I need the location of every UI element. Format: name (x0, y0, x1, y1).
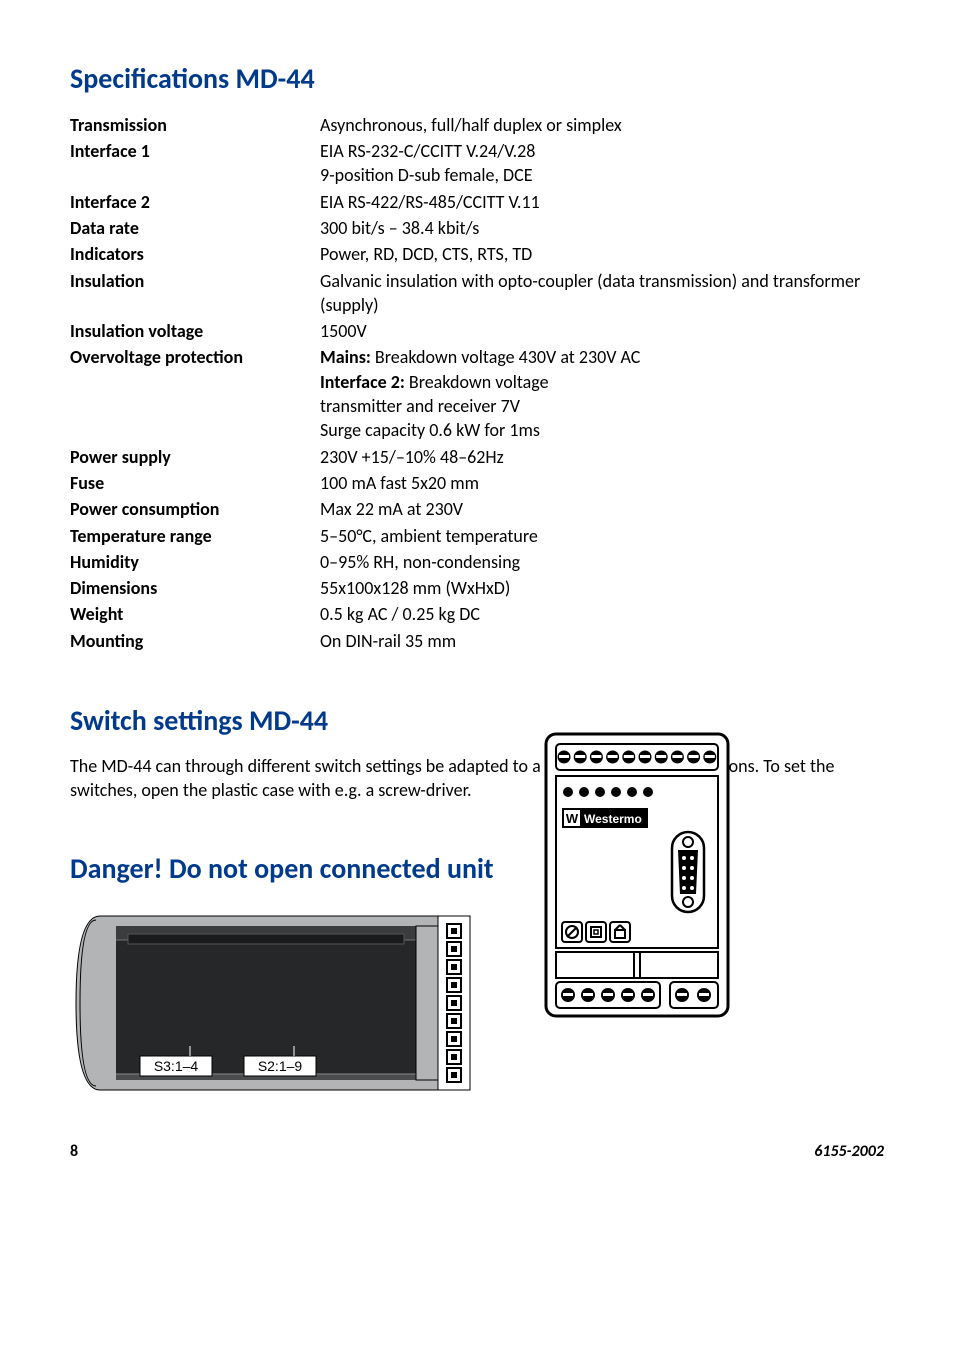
spec-label: Interface 2 (70, 189, 320, 215)
spec-row: MountingOn DIN-rail 35 mm (70, 628, 884, 654)
spec-row: Power supply230V +15/–10% 48–62Hz (70, 444, 884, 470)
spec-value: 0–95% RH, non-condensing (320, 549, 884, 575)
spec-label: Power consumption (70, 496, 320, 522)
spec-row: Weight0.5 kg AC / 0.25 kg DC (70, 601, 884, 627)
spec-label: Humidity (70, 549, 320, 575)
switch-intro-text: The MD-44 can through different switch s… (70, 754, 884, 803)
spec-row: Humidity0–95% RH, non-condensing (70, 549, 884, 575)
spec-value: Asynchronous, full/half duplex or simple… (320, 112, 884, 138)
spec-label: Mounting (70, 628, 320, 654)
spec-label: Overvoltage protection (70, 344, 320, 443)
spec-row: Data rate300 bit/s – 38.4 kbit/s (70, 215, 884, 241)
svg-text:W: W (565, 811, 578, 826)
spec-label: Interface 1 (70, 138, 320, 189)
spec-value: Max 22 mA at 230V (320, 496, 884, 522)
spec-row: Fuse100 mA fast 5x20 mm (70, 470, 884, 496)
spec-row: InsulationGalvanic insulation with opto-… (70, 268, 884, 319)
spec-label: Indicators (70, 241, 320, 267)
spec-row: Insulation voltage1500V (70, 318, 884, 344)
spec-label: Insulation (70, 268, 320, 319)
spec-value: 100 mA fast 5x20 mm (320, 470, 884, 496)
page-footer: 8 6155-2002 (70, 1141, 884, 1163)
spec-row: Overvoltage protectionMains: Breakdown v… (70, 344, 884, 443)
switch-title: Switch settings MD-44 (70, 702, 884, 740)
page-number: 8 (70, 1141, 78, 1163)
spec-table: TransmissionAsynchronous, full/half dupl… (70, 112, 884, 654)
spec-label: Dimensions (70, 575, 320, 601)
spec-value: 55x100x128 mm (WxHxD) (320, 575, 884, 601)
spec-label: Insulation voltage (70, 318, 320, 344)
document-number: 6155-2002 (814, 1141, 884, 1163)
spec-row: Interface 1EIA RS-232-C/CCITT V.24/V.289… (70, 138, 884, 189)
spec-value: Power, RD, DCD, CTS, RTS, TD (320, 241, 884, 267)
spec-label: Power supply (70, 444, 320, 470)
spec-value: 1500V (320, 318, 884, 344)
danger-title: Danger! Do not open connected unit (70, 850, 494, 888)
spec-value: 0.5 kg AC / 0.25 kg DC (320, 601, 884, 627)
dip-switch-diagram: S3:1–4 S2:1–9 (70, 908, 494, 1104)
spec-row: Power consumptionMax 22 mA at 230V (70, 496, 884, 522)
spec-row: Interface 2EIA RS-422/RS-485/CCITT V.11 (70, 189, 884, 215)
spec-row: TransmissionAsynchronous, full/half dupl… (70, 112, 884, 138)
spec-value: Galvanic insulation with opto-coupler (d… (320, 268, 884, 319)
spec-row: Dimensions55x100x128 mm (WxHxD) (70, 575, 884, 601)
spec-label: Fuse (70, 470, 320, 496)
spec-value: 300 bit/s – 38.4 kbit/s (320, 215, 884, 241)
spec-label: Temperature range (70, 523, 320, 549)
spec-value: Mains: Breakdown voltage 430V at 230V AC… (320, 344, 884, 443)
svg-text:S3:1–4: S3:1–4 (154, 1058, 199, 1074)
spec-value: EIA RS-422/RS-485/CCITT V.11 (320, 189, 884, 215)
spec-value: EIA RS-232-C/CCITT V.24/V.289-position D… (320, 138, 884, 189)
svg-text:Westermo: Westermo (584, 812, 642, 826)
spec-title: Specifications MD-44 (70, 60, 884, 98)
spec-row: IndicatorsPower, RD, DCD, CTS, RTS, TD (70, 241, 884, 267)
spec-label: Data rate (70, 215, 320, 241)
spec-row: Temperature range5–50°C, ambient tempera… (70, 523, 884, 549)
spec-label: Weight (70, 601, 320, 627)
spec-label: Transmission (70, 112, 320, 138)
spec-value: 230V +15/–10% 48–62Hz (320, 444, 884, 470)
device-front-diagram: W Westermo (542, 730, 732, 1026)
spec-value: On DIN-rail 35 mm (320, 628, 884, 654)
svg-text:S2:1–9: S2:1–9 (258, 1058, 303, 1074)
spec-value: 5–50°C, ambient temperature (320, 523, 884, 549)
